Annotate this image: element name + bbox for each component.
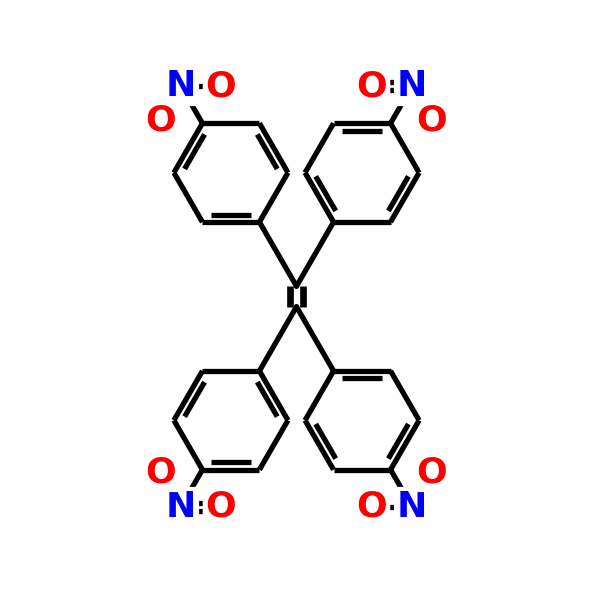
- Text: O: O: [206, 69, 237, 103]
- Text: O: O: [416, 455, 447, 489]
- Text: O: O: [206, 490, 237, 524]
- Text: O: O: [416, 104, 447, 138]
- Text: O: O: [356, 69, 387, 103]
- Text: N: N: [397, 69, 427, 103]
- Text: O: O: [146, 455, 177, 489]
- Text: N: N: [397, 490, 427, 524]
- Text: O: O: [356, 490, 387, 524]
- Text: N: N: [166, 69, 196, 103]
- Text: O: O: [146, 104, 177, 138]
- Text: N: N: [166, 490, 196, 524]
